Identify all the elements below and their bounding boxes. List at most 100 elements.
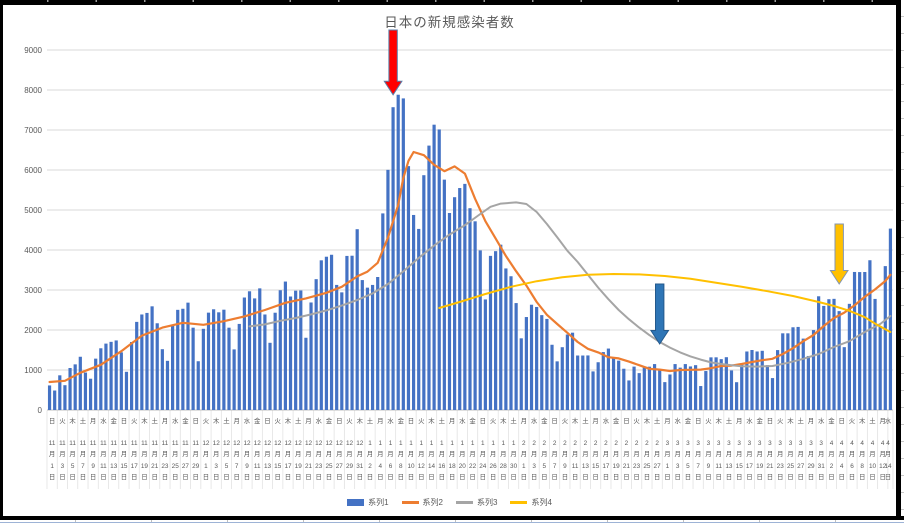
x-axis-label: 木 3 月 25 日	[787, 416, 795, 481]
legend-item-系列2: 系列2	[401, 497, 443, 508]
bar	[304, 337, 308, 410]
bar	[417, 228, 421, 410]
bar	[253, 298, 257, 410]
bar	[314, 279, 318, 410]
bar	[524, 317, 528, 410]
column-boundary-ticks	[0, 519, 904, 523]
bar	[863, 272, 867, 410]
bar	[227, 327, 231, 410]
bar	[637, 373, 641, 410]
bar	[458, 188, 462, 410]
bar	[247, 291, 252, 410]
y-axis-label: 6000	[24, 166, 42, 175]
x-axis-label: 木 1 月 28 日	[500, 416, 508, 481]
bar	[432, 124, 436, 411]
x-axis-label: 土 4 月 10 日	[869, 416, 877, 481]
y-axis-label: 4000	[24, 246, 42, 255]
bar	[129, 342, 134, 410]
x-axis-label: 水 3 月 31 日	[818, 416, 826, 481]
x-axis-label: 水 1 月 20 日	[459, 416, 467, 481]
bar	[878, 326, 882, 410]
bar	[365, 287, 370, 410]
x-axis-label: 木 11 月 19 日	[141, 416, 149, 481]
legend-label: 系列1	[368, 498, 389, 507]
blue-arrow[interactable]	[649, 283, 670, 345]
bar	[299, 290, 303, 410]
bar	[386, 169, 390, 410]
bar	[88, 378, 93, 410]
bar	[581, 355, 585, 410]
spreadsheet-bottom-edge	[0, 519, 904, 523]
bar	[370, 284, 375, 410]
bar	[473, 221, 477, 410]
bar	[499, 244, 503, 410]
bar	[873, 298, 877, 410]
bar	[837, 311, 841, 410]
bar	[724, 357, 728, 410]
x-axis-label: 土 12 月 19 日	[295, 416, 303, 481]
spreadsheet-top-edge	[0, 0, 904, 5]
bar	[847, 303, 851, 410]
x-axis-label: 土 11 月 7 日	[80, 416, 87, 481]
bar	[806, 355, 810, 410]
bar	[196, 361, 200, 410]
bar	[570, 332, 575, 410]
bar	[232, 349, 236, 410]
legend-line-marker	[456, 501, 473, 504]
x-axis-label: 水 12 月 9 日	[243, 416, 251, 481]
bar	[719, 359, 723, 410]
legend-label: 系列3	[477, 498, 498, 507]
bar	[119, 352, 123, 410]
chart-border-right	[896, 0, 901, 519]
bar	[642, 366, 646, 410]
x-axis-label: 木 3 月 11 日	[715, 416, 722, 481]
bar	[673, 364, 677, 410]
spreadsheet-bottom-rule	[0, 521, 904, 523]
bar	[273, 312, 277, 410]
bar	[294, 290, 298, 410]
bar	[206, 312, 211, 410]
bar	[658, 370, 662, 410]
bar	[242, 297, 246, 410]
red-arrow[interactable]	[383, 29, 403, 96]
bar	[411, 214, 416, 410]
bar	[740, 364, 744, 410]
bar	[463, 183, 467, 410]
y-axis-label: 1000	[24, 366, 42, 375]
bar	[309, 302, 313, 410]
x-axis-label: 木 2 月 11 日	[572, 416, 579, 481]
bar	[529, 304, 534, 410]
x-axis-label: 日 1 月 10 日	[407, 417, 415, 481]
x-axis-label: 火 11 月 17 日	[131, 418, 139, 481]
x-axis-label: 水 2 月 17 日	[602, 416, 610, 481]
x-axis-label: 日 11 月 15 日	[120, 417, 128, 481]
bar	[53, 390, 57, 410]
bar	[391, 107, 395, 410]
bar	[699, 386, 703, 410]
y-axis-label: 8000	[24, 86, 42, 95]
bar	[811, 330, 816, 410]
bar	[504, 268, 508, 410]
bar	[714, 357, 718, 410]
bar	[622, 368, 626, 410]
bar	[99, 348, 103, 410]
bar	[478, 250, 482, 410]
x-axis-label: 金 11 月 27 日	[182, 416, 190, 481]
line-系列2	[48, 150, 892, 384]
bar	[509, 276, 513, 410]
bar	[596, 362, 600, 410]
bar	[73, 364, 77, 410]
bar	[688, 366, 693, 410]
bar	[801, 338, 805, 410]
gold-arrow[interactable]	[829, 223, 849, 285]
